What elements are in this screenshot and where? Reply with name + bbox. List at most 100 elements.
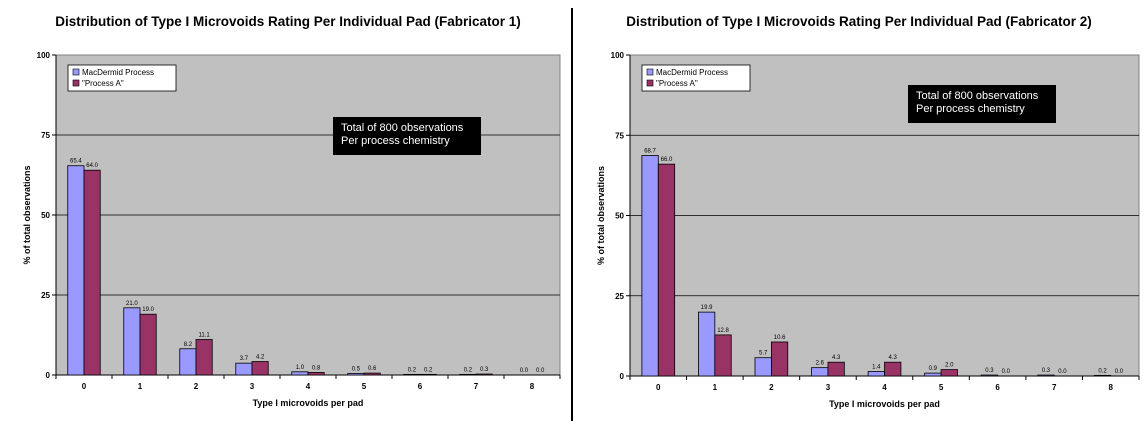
bar-macdermid xyxy=(459,373,477,376)
data-label: 5.7 xyxy=(759,351,768,357)
data-label: 2.6 xyxy=(816,361,825,367)
x-tick-label: 8 xyxy=(530,382,535,391)
data-label: 65.4 xyxy=(70,159,82,165)
legend-entry: MacDermid Process xyxy=(656,68,728,77)
x-tick-label: 5 xyxy=(939,383,944,392)
x-tick-label: 5 xyxy=(362,382,367,391)
data-label: 64.0 xyxy=(86,163,98,169)
bar-process-a xyxy=(363,372,381,376)
x-tick-label: 2 xyxy=(194,382,199,391)
bar-macdermid xyxy=(1093,374,1112,377)
data-label: 0.0 xyxy=(520,368,529,374)
chart-panel-fabricator-2: Distribution of Type I Microvoids Rating… xyxy=(573,0,1145,421)
data-label: 19.0 xyxy=(142,307,154,313)
x-tick-label: 3 xyxy=(826,383,831,392)
x-tick-label: 0 xyxy=(82,382,87,391)
y-tick-label: 25 xyxy=(615,292,624,301)
data-label: 0.2 xyxy=(424,367,433,373)
annotation-line: Per process chemistry xyxy=(341,135,450,147)
x-tick-label: 4 xyxy=(306,382,311,391)
annotation-line: Total of 800 observations xyxy=(341,122,464,134)
bar-process-a xyxy=(307,372,325,376)
y-tick-label: 50 xyxy=(41,211,50,220)
data-label: 21.0 xyxy=(126,301,138,307)
annotation-line: Per process chemistry xyxy=(916,103,1025,115)
x-tick-label: 0 xyxy=(656,383,661,392)
x-tick-label: 4 xyxy=(882,383,887,392)
legend-entry: "Process A" xyxy=(656,79,698,88)
bar-macdermid xyxy=(179,348,197,376)
bar-macdermid xyxy=(347,372,365,376)
y-tick-label: 25 xyxy=(41,291,50,300)
bar-process-a xyxy=(419,373,437,376)
annotation-box xyxy=(908,85,1056,123)
y-tick-label: 0 xyxy=(46,371,51,380)
bar-process-a xyxy=(714,334,732,377)
legend: MacDermid Process "Process A" xyxy=(67,64,177,92)
data-label: 10.6 xyxy=(774,335,786,341)
data-label: 4.3 xyxy=(889,355,898,361)
legend-entry: MacDermid Process xyxy=(82,68,154,77)
data-label: 0.2 xyxy=(408,367,417,373)
x-tick-label: 2 xyxy=(769,383,774,392)
annotation-line: Total of 800 observations xyxy=(916,90,1039,102)
y-tick-label: 100 xyxy=(37,51,51,60)
bar-process-a xyxy=(884,361,902,377)
data-label: 12.8 xyxy=(717,328,729,334)
x-tick-label: 6 xyxy=(995,383,1000,392)
y-tick-label: 100 xyxy=(611,51,625,60)
data-label: 19.9 xyxy=(701,305,713,311)
y-tick-label: 50 xyxy=(615,212,624,221)
data-label: 4.3 xyxy=(832,355,841,361)
y-axis-label: % of total observations xyxy=(596,166,606,265)
chart-panel-fabricator-1: Distribution of Type I Microvoids Rating… xyxy=(0,0,572,421)
data-label: 4.2 xyxy=(256,355,265,361)
y-tick-label: 75 xyxy=(41,131,50,140)
data-label: 0.3 xyxy=(1042,368,1051,374)
x-tick-label: 7 xyxy=(1052,383,1057,392)
bar-macdermid xyxy=(291,371,309,376)
x-tick-label: 1 xyxy=(713,383,718,392)
data-label: 0.5 xyxy=(352,366,361,372)
data-label: 0.0 xyxy=(1002,369,1011,375)
legend: MacDermid Process "Process A" xyxy=(641,64,751,92)
data-label: 0.2 xyxy=(464,367,473,373)
bar-process-a xyxy=(475,373,493,376)
bar-macdermid xyxy=(754,357,772,377)
data-label: 2.0 xyxy=(945,363,954,369)
y-axis-label: % of total observations xyxy=(22,165,32,264)
bar-process-a xyxy=(83,169,101,376)
data-label: 0.3 xyxy=(985,368,994,374)
data-label: 3.7 xyxy=(240,356,249,362)
data-label: 0.8 xyxy=(312,365,321,371)
bar-macdermid xyxy=(867,371,885,377)
bar-process-a xyxy=(940,369,958,377)
bar-process-a xyxy=(770,341,789,377)
data-label: 11.1 xyxy=(199,332,211,338)
data-label: 1.0 xyxy=(296,365,305,371)
bar-process-a xyxy=(251,361,269,376)
x-tick-label: 3 xyxy=(250,382,255,391)
data-label: 0.3 xyxy=(480,367,489,373)
bar-macdermid xyxy=(641,155,659,377)
annotation-box xyxy=(333,117,481,155)
data-label: 66.0 xyxy=(661,157,673,163)
data-label: 0.0 xyxy=(1058,369,1067,375)
panel-divider xyxy=(571,8,573,421)
data-label: 0.0 xyxy=(536,368,545,374)
data-label: 0.9 xyxy=(929,366,938,372)
legend-swatch xyxy=(646,79,654,87)
bar-macdermid xyxy=(235,362,253,376)
x-tick-label: 7 xyxy=(474,382,479,391)
bar-macdermid xyxy=(1037,374,1055,377)
chart-title: Distribution of Type I Microvoids Rating… xyxy=(626,14,1092,29)
legend-entry: "Process A" xyxy=(82,79,124,88)
data-label: 0.6 xyxy=(368,366,377,372)
x-tick-label: 6 xyxy=(418,382,423,391)
x-axis-label: Type I microvoids per pad xyxy=(253,398,364,408)
data-label: 0.0 xyxy=(1115,369,1124,375)
bar-process-a xyxy=(827,361,845,377)
legend-box xyxy=(67,64,177,92)
data-label: 0.2 xyxy=(1098,368,1107,374)
